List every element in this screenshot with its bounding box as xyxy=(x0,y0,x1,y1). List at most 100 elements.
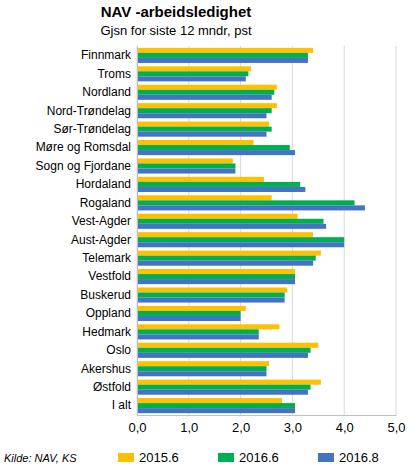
bar xyxy=(137,398,282,403)
y-tick: Vestfold xyxy=(88,269,137,283)
y-tick-label: Akershus xyxy=(81,362,131,376)
bar xyxy=(137,140,254,145)
bar xyxy=(137,127,272,132)
bar xyxy=(137,256,316,261)
bar xyxy=(137,95,272,100)
y-tick-label: Troms xyxy=(97,67,131,81)
bar xyxy=(137,103,277,108)
grid-line xyxy=(240,46,241,415)
bar xyxy=(137,85,277,90)
bar xyxy=(137,53,308,58)
y-tick: Oppland xyxy=(86,306,137,320)
bar xyxy=(137,348,311,353)
bar xyxy=(137,58,308,63)
bar xyxy=(137,158,233,163)
y-tick-label: I alt xyxy=(112,398,132,412)
bar xyxy=(137,343,318,348)
bar xyxy=(137,200,355,205)
legend-item: 2016.6 xyxy=(218,450,279,465)
bar xyxy=(137,224,326,229)
x-tick-label: 4,0 xyxy=(336,420,354,435)
y-tick: Finnmark xyxy=(81,48,137,62)
y-tick: Troms xyxy=(97,67,137,81)
y-tick-label: Østfold xyxy=(93,380,131,394)
legend-label: 2016.6 xyxy=(239,450,279,465)
bar xyxy=(137,371,267,376)
bar xyxy=(137,390,308,395)
legend-label: 2015.6 xyxy=(139,450,179,465)
grid-line xyxy=(137,46,138,415)
y-tick: Sør-Trøndelag xyxy=(53,122,137,136)
bar xyxy=(137,269,295,274)
bar xyxy=(137,195,272,200)
bar xyxy=(137,122,269,127)
bar xyxy=(137,385,311,390)
bar xyxy=(137,298,285,303)
y-tick: I alt xyxy=(112,398,137,412)
y-axis: Finnmark Troms Nordland Nord-Trøndelag Sør-T… xyxy=(36,47,138,416)
bar xyxy=(137,353,308,358)
bar xyxy=(137,366,267,371)
bar xyxy=(137,219,323,224)
x-tick: 1,0 xyxy=(180,415,198,435)
bar xyxy=(137,279,295,284)
y-tick-label: Rogaland xyxy=(80,196,131,210)
y-tick-label: Sør-Trøndelag xyxy=(53,122,131,136)
x-tick-label: 2,0 xyxy=(232,420,250,435)
bar xyxy=(137,150,295,155)
source: Kilde: NAV, KS xyxy=(4,452,77,464)
bars xyxy=(137,48,365,413)
legend: 2015.62016.62016.8 xyxy=(118,450,379,465)
bar xyxy=(137,187,305,192)
y-tick: Rogaland xyxy=(80,196,137,210)
legend-swatch xyxy=(118,453,134,462)
x-tick: 4,0 xyxy=(336,415,354,435)
series xyxy=(137,53,355,408)
x-tick: 5,0 xyxy=(387,415,405,435)
bar xyxy=(137,287,287,292)
bar xyxy=(137,380,321,385)
bar xyxy=(137,237,344,242)
bar xyxy=(137,324,279,329)
bar xyxy=(137,316,241,321)
y-tick: Buskerud xyxy=(80,288,137,302)
bar xyxy=(137,71,248,76)
bar xyxy=(137,214,298,219)
bar xyxy=(137,232,313,237)
grid xyxy=(137,46,396,415)
bar xyxy=(137,274,295,279)
y-tick-label: Hedmark xyxy=(82,325,132,339)
y-tick-label: Vest-Agder xyxy=(72,214,131,228)
y-axis-line xyxy=(137,47,138,416)
grid-line xyxy=(292,46,293,415)
x-axis-line xyxy=(138,415,397,416)
y-tick-label: Aust-Agder xyxy=(71,233,131,247)
bar xyxy=(137,242,344,247)
y-tick-label: Telemark xyxy=(82,251,132,265)
x-tick: 2,0 xyxy=(232,415,250,435)
bar xyxy=(137,163,235,168)
bar xyxy=(137,177,264,182)
bar xyxy=(137,205,365,210)
legend-swatch xyxy=(218,453,234,462)
y-tick: Hedmark xyxy=(82,325,137,339)
bar xyxy=(137,361,269,366)
y-tick: Møre og Romsdal xyxy=(36,140,137,154)
y-tick: Akershus xyxy=(81,362,137,376)
bar xyxy=(137,251,321,256)
y-tick-label: Nord-Trøndelag xyxy=(47,104,131,118)
plot: 0,01,02,03,04,05,0FinnmarkTromsNordlandN… xyxy=(36,46,406,435)
bar xyxy=(137,108,272,113)
y-tick-label: Møre og Romsdal xyxy=(36,140,131,154)
bar xyxy=(137,329,259,334)
chart: NAV -arbeidsledighetGjsn for siste 12 mn… xyxy=(0,0,410,471)
y-tick-label: Vestfold xyxy=(88,269,131,283)
bar xyxy=(137,66,251,71)
bar xyxy=(137,132,267,137)
y-tick-label: Nordland xyxy=(82,85,131,99)
y-tick: Oslo xyxy=(106,343,137,357)
y-tick: Sogn og Fjordane xyxy=(36,159,137,173)
y-tick: Telemark xyxy=(82,251,137,265)
grid-line xyxy=(188,46,189,415)
title: NAV -arbeidsledighet xyxy=(101,3,252,20)
